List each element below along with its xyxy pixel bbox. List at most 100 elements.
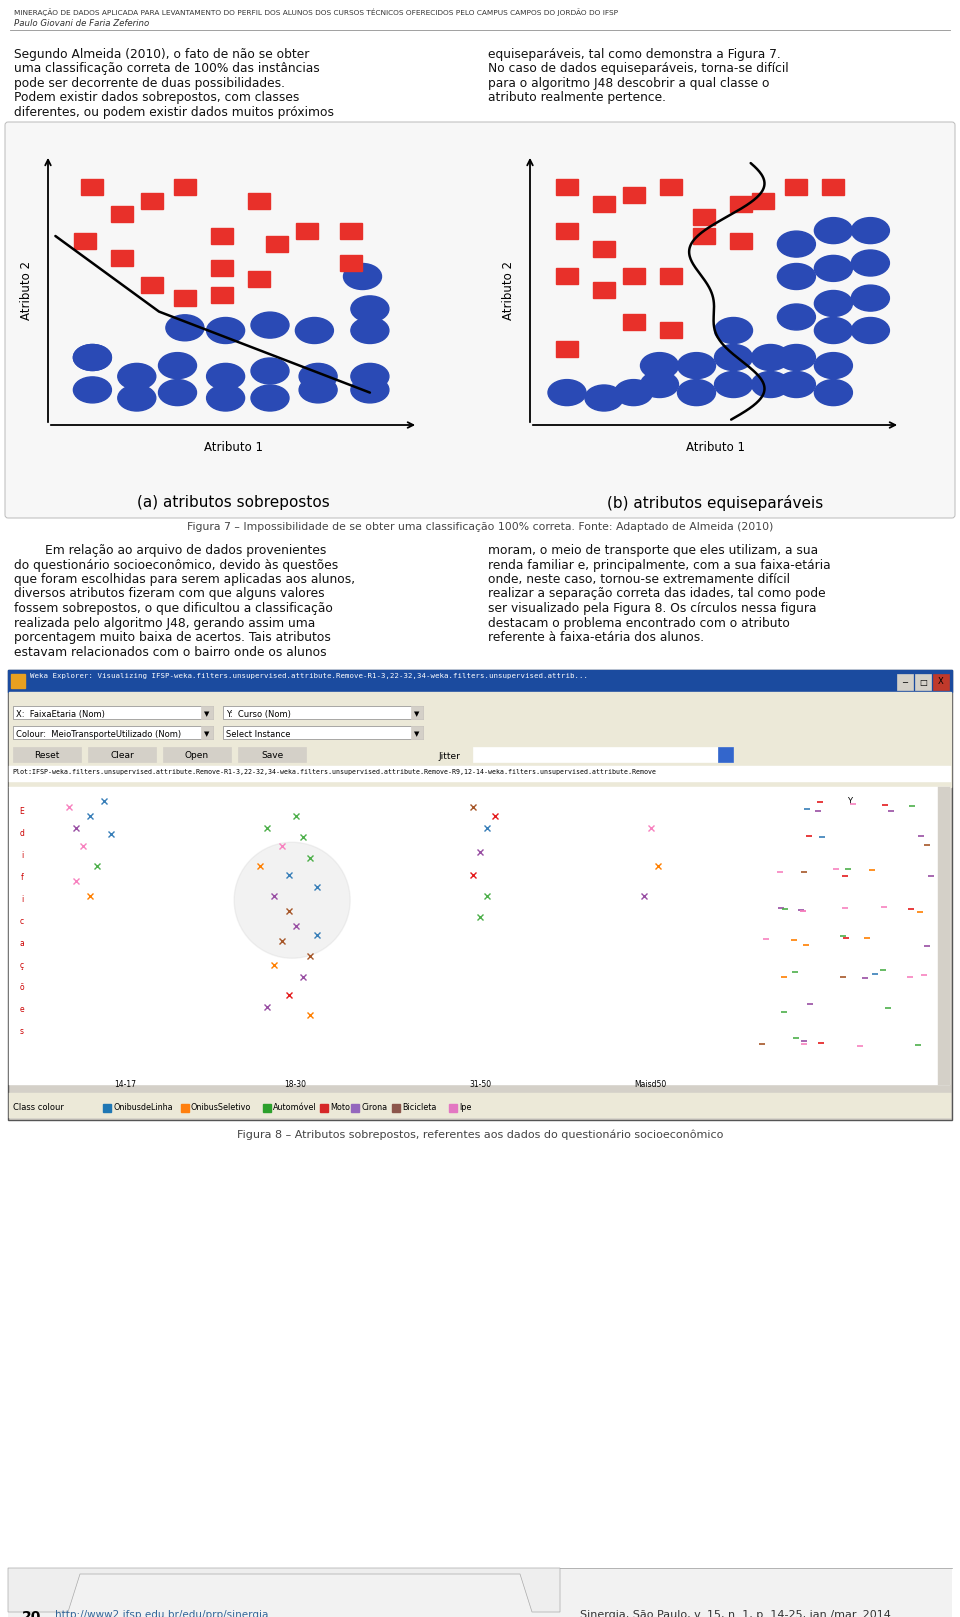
Text: do questionário socioeconômico, devido às questões: do questionário socioeconômico, devido à…: [14, 558, 338, 571]
Text: Figura 7 – Impossibilidade de se obter uma classificação 100% correta. Fonte: Ad: Figura 7 – Impossibilidade de se obter u…: [187, 522, 773, 532]
Ellipse shape: [118, 385, 156, 411]
Bar: [730, 233, 752, 249]
Ellipse shape: [351, 296, 389, 322]
Bar: [933, 674, 949, 690]
Ellipse shape: [351, 364, 389, 390]
Ellipse shape: [852, 218, 889, 244]
Text: Jitter: Jitter: [438, 752, 460, 762]
Text: Atributo 2: Atributo 2: [19, 260, 33, 320]
Ellipse shape: [778, 264, 815, 289]
Circle shape: [234, 842, 350, 959]
Bar: [211, 260, 233, 277]
Ellipse shape: [778, 372, 815, 398]
Bar: [248, 272, 270, 288]
Ellipse shape: [714, 372, 753, 398]
Ellipse shape: [351, 377, 389, 403]
Text: i: i: [21, 894, 23, 904]
Ellipse shape: [300, 377, 337, 403]
Bar: [9, 1093, 951, 1117]
Text: referente à faixa-etária dos alunos.: referente à faixa-etária dos alunos.: [488, 631, 704, 644]
Bar: [693, 228, 715, 244]
Bar: [211, 228, 233, 244]
Bar: [201, 726, 213, 739]
Bar: [411, 726, 423, 739]
Bar: [11, 674, 25, 687]
Bar: [730, 196, 752, 212]
Text: ─: ─: [902, 678, 907, 687]
Bar: [211, 288, 233, 304]
Text: realizada pelo algoritmo J48, gerando assim uma: realizada pelo algoritmo J48, gerando as…: [14, 616, 315, 629]
Ellipse shape: [714, 317, 753, 343]
Bar: [174, 179, 196, 196]
Ellipse shape: [158, 353, 197, 378]
Bar: [449, 1104, 457, 1112]
Text: Cirona: Cirona: [361, 1103, 387, 1112]
Bar: [556, 223, 578, 239]
Ellipse shape: [778, 304, 815, 330]
Ellipse shape: [73, 344, 111, 370]
Bar: [88, 747, 156, 762]
Ellipse shape: [585, 385, 623, 411]
Bar: [718, 747, 733, 762]
Text: Reset: Reset: [35, 750, 60, 760]
Ellipse shape: [752, 372, 789, 398]
Ellipse shape: [73, 377, 111, 403]
Ellipse shape: [814, 380, 852, 406]
Text: Ipe: Ipe: [459, 1103, 471, 1112]
Ellipse shape: [678, 380, 715, 406]
Bar: [623, 188, 644, 204]
Bar: [593, 241, 615, 257]
Text: 31-50: 31-50: [469, 1080, 492, 1088]
Text: Y: Y: [847, 797, 852, 805]
Ellipse shape: [852, 251, 889, 277]
FancyBboxPatch shape: [13, 707, 213, 720]
Text: Sinergia, São Paulo, v. 15, n. 1, p. 14-25, jan./mar. 2014: Sinergia, São Paulo, v. 15, n. 1, p. 14-…: [580, 1611, 891, 1617]
Text: ▼: ▼: [204, 711, 209, 716]
Text: Bicicleta: Bicicleta: [402, 1103, 437, 1112]
Text: diferentes, ou podem existir dados muitos próximos: diferentes, ou podem existir dados muito…: [14, 107, 334, 120]
Text: Paulo Giovani de Faria Zeferino: Paulo Giovani de Faria Zeferino: [14, 19, 149, 27]
Bar: [321, 1104, 328, 1112]
Text: OnibusSeletivo: OnibusSeletivo: [191, 1103, 251, 1112]
Ellipse shape: [73, 344, 111, 370]
Bar: [266, 236, 288, 252]
Text: realizar a separação correta das idades, tal como pode: realizar a separação correta das idades,…: [488, 587, 826, 600]
Bar: [556, 179, 578, 196]
Text: Atributo 2: Atributo 2: [501, 260, 515, 320]
Bar: [248, 192, 270, 209]
Bar: [263, 1104, 272, 1112]
Bar: [411, 707, 423, 720]
Bar: [938, 787, 950, 1085]
FancyBboxPatch shape: [13, 726, 213, 739]
Text: ▼: ▼: [415, 731, 420, 737]
Bar: [180, 1104, 188, 1112]
Ellipse shape: [206, 385, 245, 411]
Text: (a) atributos sobrepostos: (a) atributos sobrepostos: [136, 495, 329, 509]
Ellipse shape: [548, 380, 586, 406]
Ellipse shape: [778, 231, 815, 257]
Bar: [238, 747, 306, 762]
Ellipse shape: [251, 312, 289, 338]
Ellipse shape: [300, 364, 337, 390]
Text: Moto: Moto: [330, 1103, 350, 1112]
Text: d: d: [19, 830, 24, 838]
Bar: [140, 277, 162, 293]
Ellipse shape: [344, 264, 381, 289]
Bar: [749, 787, 950, 1085]
FancyBboxPatch shape: [5, 121, 955, 517]
Polygon shape: [8, 1568, 560, 1612]
Ellipse shape: [206, 364, 245, 390]
Ellipse shape: [296, 317, 333, 343]
Bar: [201, 707, 213, 720]
Ellipse shape: [614, 380, 653, 406]
Bar: [13, 747, 81, 762]
Text: equiseparáveis, tal como demonstra a Figura 7.: equiseparáveis, tal como demonstra a Fig…: [488, 49, 780, 61]
Text: Class colour: Class colour: [13, 1103, 64, 1112]
Text: s: s: [20, 1027, 24, 1036]
Bar: [74, 233, 96, 249]
Text: Figura 8 – Atributos sobrepostos, referentes aos dados do questionário socioecon: Figura 8 – Atributos sobrepostos, refere…: [237, 1130, 723, 1140]
Text: No caso de dados equiseparáveis, torna-se difícil: No caso de dados equiseparáveis, torna-s…: [488, 63, 788, 76]
Bar: [9, 766, 951, 783]
Text: X: X: [938, 678, 944, 687]
Ellipse shape: [814, 255, 852, 281]
